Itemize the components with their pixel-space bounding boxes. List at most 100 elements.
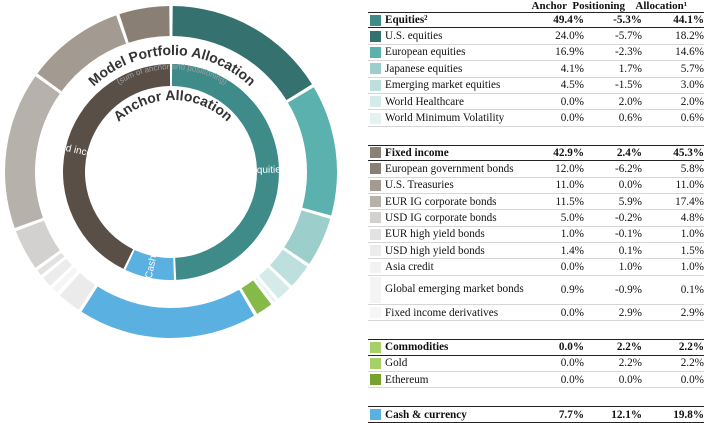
outer-ring xyxy=(5,6,337,338)
row-name: Cash & currency xyxy=(385,408,467,421)
color-swatch xyxy=(370,14,381,26)
allocation-value: 5.7% xyxy=(680,62,704,75)
positioning-value: -5.3% xyxy=(613,14,642,27)
positioning-value: 2.0% xyxy=(618,95,642,108)
outer-segment-asia-credit xyxy=(52,267,78,293)
table-header: Anchor Positioning Allocation¹ xyxy=(368,0,704,12)
anchor-value: 7.7% xyxy=(558,408,584,421)
allocation-value: 44.1% xyxy=(673,14,704,27)
row-name: Equities² xyxy=(385,14,428,27)
allocation-value: 11.0% xyxy=(675,179,704,192)
inner-segment-cash-currency xyxy=(125,249,174,280)
row-name: Japanese equities xyxy=(385,62,463,75)
color-swatch xyxy=(370,276,381,303)
table-group-row: Fixed income 42.9% 2.4% 45.3% xyxy=(368,144,704,162)
anchor-value: 0.0% xyxy=(560,373,584,386)
anchor-value: 11.0% xyxy=(555,179,584,192)
allocation-donut-chart: Model Portfolio Allocation (sum of ancho… xyxy=(5,6,337,338)
color-swatch xyxy=(370,147,381,159)
color-swatch xyxy=(370,46,381,58)
inner-segment-equities xyxy=(171,64,279,280)
allocation-value: 14.6% xyxy=(675,46,704,59)
allocation-value: 1.0% xyxy=(680,261,704,274)
outer-segment-usd-high-yield-bonds xyxy=(43,258,72,286)
allocation-value: 2.9% xyxy=(680,306,704,319)
row-name: EUR IG corporate bonds xyxy=(385,195,497,208)
positioning-value: -5.7% xyxy=(614,30,642,43)
positioning-value: 2.4% xyxy=(616,146,642,159)
positioning-value: -1.5% xyxy=(614,79,642,92)
table-row: USD IG corporate bonds 5.0% -0.2% 4.8% xyxy=(368,210,704,227)
table-row: Fixed income derivatives 0.0% 2.9% 2.9% xyxy=(368,305,704,322)
anchor-value: 4.1% xyxy=(560,62,584,75)
row-name: USD IG corporate bonds xyxy=(385,211,497,224)
color-swatch xyxy=(370,163,381,175)
inner-label-cash-currency: Cash xyxy=(144,254,160,279)
table-row: Gold 0.0% 2.2% 2.2% xyxy=(368,356,704,373)
color-swatch xyxy=(370,357,381,369)
table-row: EUR high yield bonds 1.0% -0.1% 1.0% xyxy=(368,227,704,244)
row-name: USD high yield bonds xyxy=(385,244,485,257)
header-anchor: Anchor xyxy=(531,0,567,12)
allocation-value: 18.2% xyxy=(675,30,704,43)
row-name: Asia credit xyxy=(385,261,434,274)
color-swatch xyxy=(370,245,381,257)
table-row: U.S. Treasuries 11.0% 0.0% 11.0% xyxy=(368,178,704,194)
allocation-value: 1.5% xyxy=(680,244,704,257)
header-allocation: Allocation¹ xyxy=(635,0,687,12)
outer-segment-gold xyxy=(241,280,272,314)
allocation-value: 1.0% xyxy=(680,228,704,241)
outer-segment-world-healthcare xyxy=(258,267,290,299)
positioning-value: 0.6% xyxy=(618,112,642,125)
anchor-value: 0.0% xyxy=(560,261,584,274)
anchor-value: 16.9% xyxy=(555,46,584,59)
outer-segment-usd-ig-corporate-bonds xyxy=(15,220,60,268)
color-swatch xyxy=(370,96,381,108)
positioning-value: 2.2% xyxy=(618,357,642,370)
anchor-value: 49.4% xyxy=(553,14,584,27)
table-row: World Minimum Volatility 0.0% 0.6% 0.6% xyxy=(368,110,704,127)
allocation-value: 2.2% xyxy=(678,341,704,354)
table-row: USD high yield bonds 1.4% 0.1% 1.5% xyxy=(368,243,704,260)
positioning-value: -0.9% xyxy=(614,283,642,296)
color-swatch xyxy=(370,79,381,91)
table-group-row: Equities² 49.4% -5.3% 44.1% xyxy=(368,12,704,29)
outer-segment-eur-ig-corporate-bonds xyxy=(5,76,60,229)
allocation-value: 0.1% xyxy=(680,283,704,296)
anchor-value: 1.0% xyxy=(560,228,584,241)
anchor-value: 0.0% xyxy=(560,306,584,319)
table-row: European equities 16.9% -2.3% 14.6% xyxy=(368,45,704,62)
allocation-value: 5.8% xyxy=(680,162,704,175)
outer-segment-european-equities xyxy=(287,87,337,216)
row-name: Gold xyxy=(385,357,408,370)
positioning-value: -6.2% xyxy=(614,162,642,175)
positioning-value: -2.3% xyxy=(614,46,642,59)
anchor-value: 0.0% xyxy=(560,357,584,370)
allocation-value: 0.0% xyxy=(680,373,704,386)
inner-label-equities: Equities xyxy=(250,164,286,176)
anchor-value: 0.9% xyxy=(560,283,584,296)
inner-segment-fixed-income xyxy=(62,64,171,269)
outer-segment-fixed-income-derivatives xyxy=(59,273,96,310)
table-row: EUR IG corporate bonds 11.5% 5.9% 17.4% xyxy=(368,194,704,211)
table-row: Asia credit 0.0% 1.0% 1.0% xyxy=(368,259,704,276)
table-group-row: Commodities 0.0% 2.2% 2.2% xyxy=(368,339,704,356)
color-swatch xyxy=(370,179,381,191)
outer-segment-u-s-treasuries xyxy=(37,15,127,92)
table-group-row: Cash & currency 7.7% 12.1% 19.8% xyxy=(368,406,704,423)
row-name: European government bonds xyxy=(385,162,514,175)
color-swatch xyxy=(370,212,381,224)
anchor-value: 4.5% xyxy=(560,79,584,92)
anchor-value: 0.0% xyxy=(560,112,584,125)
positioning-value: 12.1% xyxy=(611,408,642,421)
allocation-value: 2.2% xyxy=(680,357,704,370)
anchor-value: 1.4% xyxy=(560,244,584,257)
row-name: World Healthcare xyxy=(385,95,464,108)
row-name: European equities xyxy=(385,46,466,59)
allocation-value: 45.3% xyxy=(673,146,704,159)
color-swatch xyxy=(370,409,381,421)
positioning-value: 5.9% xyxy=(618,195,642,208)
outer-segment-global-emerging-market-bonds xyxy=(57,271,78,294)
color-swatch xyxy=(370,374,381,386)
color-swatch xyxy=(370,196,381,208)
